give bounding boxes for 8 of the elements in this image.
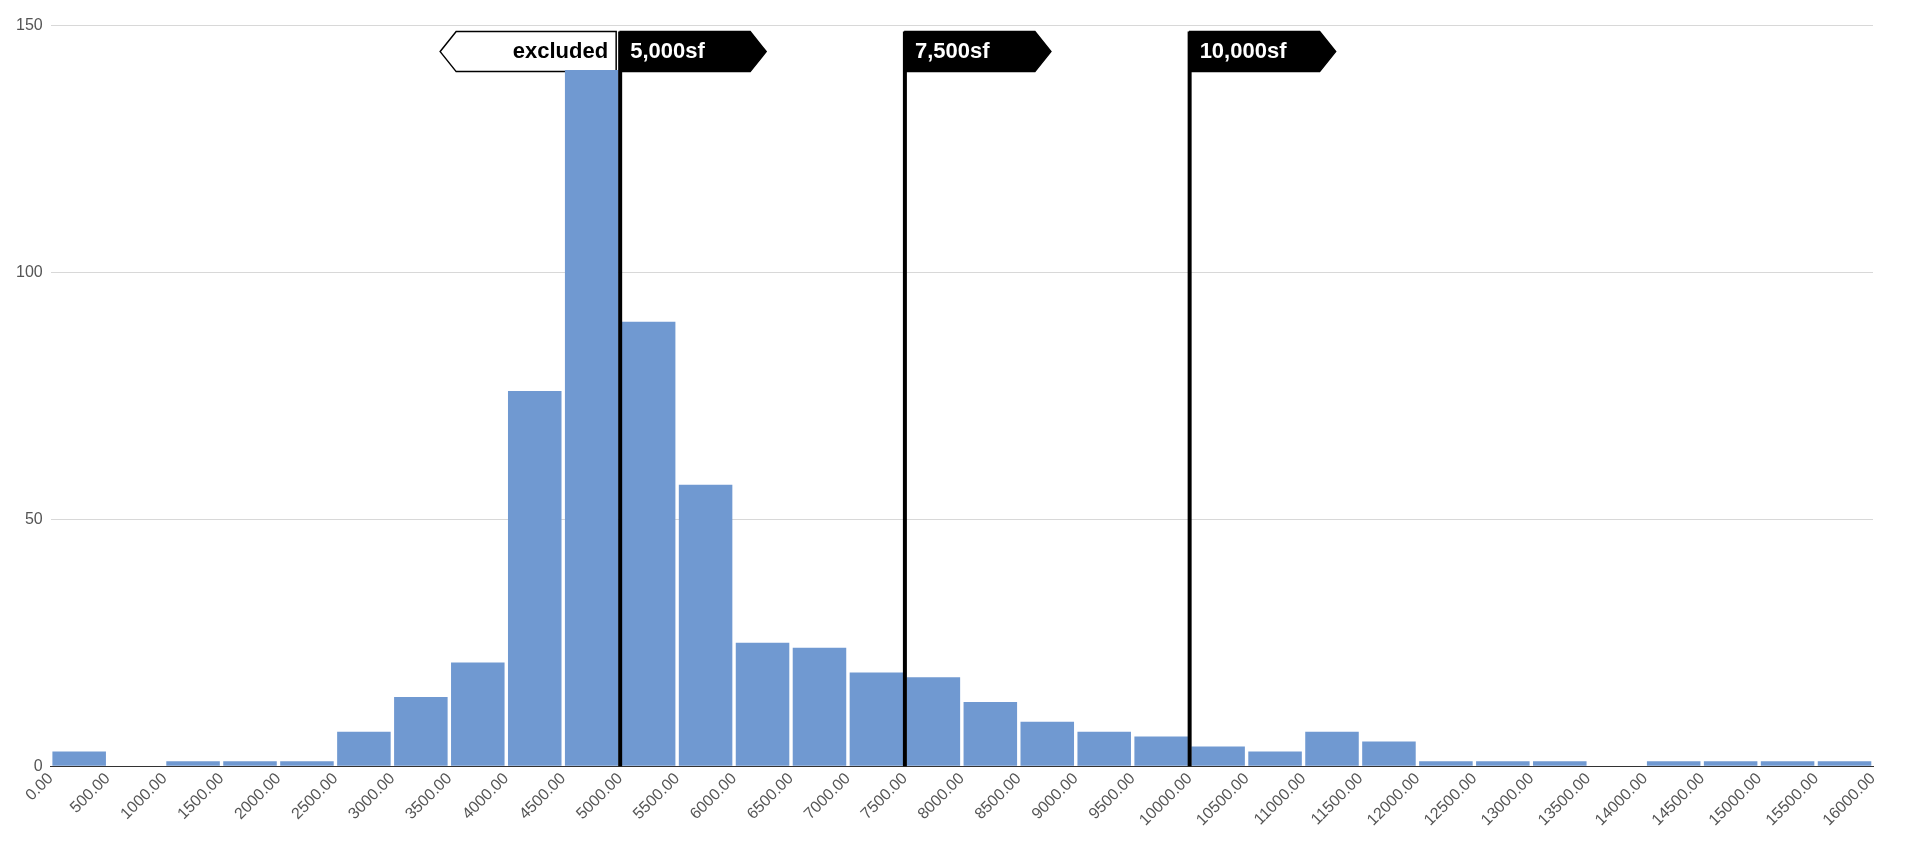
ref-line-label: 7,500sf — [914, 37, 991, 63]
y-tick-label: 150 — [15, 16, 43, 34]
annotation: excluded — [512, 37, 609, 63]
y-tick-label: 50 — [24, 509, 43, 527]
y-tick-label: 100 — [15, 262, 43, 280]
y-tick-label: 0 — [33, 756, 43, 774]
ref-line-label: 5,000sf — [630, 37, 706, 63]
ref-line-label: 10,000sf — [1199, 37, 1288, 63]
